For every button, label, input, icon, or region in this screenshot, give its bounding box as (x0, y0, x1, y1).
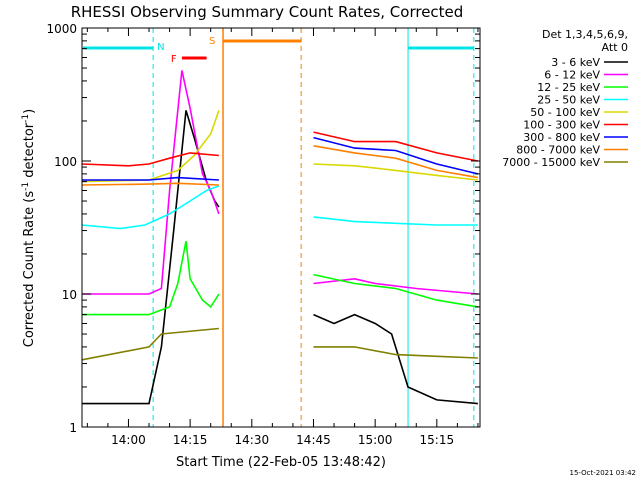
plot-area: N S F (81, 28, 479, 427)
series-line-7 (313, 136, 479, 175)
series-line-8 (313, 145, 479, 179)
x-tick-label: 14:15 (173, 433, 208, 447)
legend-label: 7000 - 15000 keV (502, 156, 600, 169)
timestamp: 15-Oct-2021 03:42 (570, 469, 636, 477)
plot-frame (81, 27, 481, 428)
legend-header-line2: Att 0 (602, 41, 628, 54)
series-line-7 (82, 176, 219, 181)
y-tick-label: 1000 (46, 22, 77, 36)
y-axis: 1 10 100 1000 (46, 22, 480, 435)
y-axis-label: Corrected Count Rate (s-1 detector-1) (21, 109, 37, 347)
x-axis: 14:00 14:15 14:30 14:45 15:00 15:15 (86, 28, 479, 447)
y-tick-label: 10 (62, 288, 77, 302)
x-tick-label: 15:15 (420, 433, 455, 447)
x-tick-label: 14:30 (235, 433, 270, 447)
y-tick-label: 1 (69, 421, 77, 435)
series-line-5 (81, 110, 220, 183)
series-line-1 (313, 313, 478, 405)
x-tick-label: 14:00 (111, 433, 146, 447)
series-line-3 (82, 240, 220, 316)
legend-label: 100 - 300 keV (523, 119, 600, 132)
legend-label: 3 - 6 keV (551, 56, 600, 69)
series-line-6 (313, 131, 479, 162)
series-line-8 (81, 182, 219, 186)
x-axis-label: Start Time (22-Feb-05 13:48:42) (176, 455, 386, 470)
legend-label: 25 - 50 keV (537, 94, 600, 107)
series-line-4 (81, 185, 220, 230)
y-tick-label: 100 (54, 155, 77, 169)
series-line-3 (313, 273, 479, 308)
flare-annotation: F (171, 54, 177, 65)
x-tick-label: 15:00 (358, 433, 393, 447)
series-line-9 (313, 346, 478, 359)
legend-label: 6 - 12 keV (544, 69, 600, 82)
series-line-6 (81, 152, 219, 167)
chart-title: RHESSI Observing Summary Count Rates, Co… (71, 3, 464, 21)
legend-label: 300 - 800 keV (523, 131, 600, 144)
series-line-9 (81, 327, 219, 361)
legend-label: 800 - 7000 keV (516, 144, 600, 157)
night-annotation: N (157, 42, 164, 53)
series-line-5 (313, 163, 478, 181)
legend-label: 50 - 100 keV (530, 106, 600, 119)
series-line-2 (82, 70, 220, 295)
series-line-2 (313, 277, 478, 295)
series-line-4 (313, 216, 478, 226)
legend-label: 12 - 25 keV (537, 81, 600, 94)
saa-annotation: S (209, 36, 215, 47)
legend-header-line1: Det 1,3,4,5,6,9, (542, 28, 628, 41)
x-tick-label: 14:45 (296, 433, 331, 447)
